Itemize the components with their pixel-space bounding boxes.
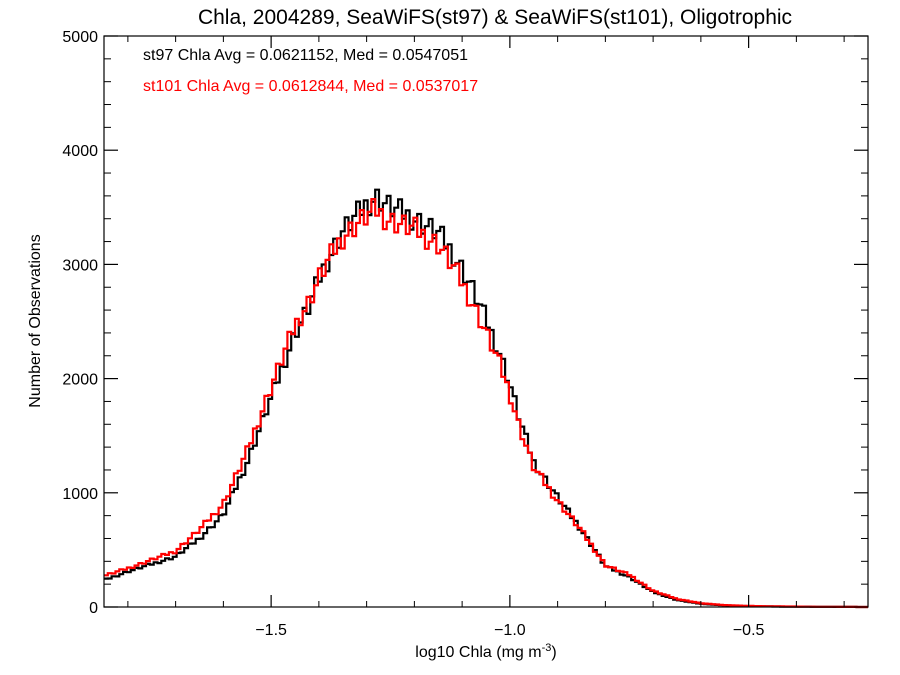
x-axis-label: log10 Chla (mg m-3)	[415, 642, 556, 661]
y-tick-label: 2000	[62, 372, 98, 389]
chart-title: Chla, 2004289, SeaWiFS(st97) & SeaWiFS(s…	[198, 6, 792, 29]
y-tick-label: 4000	[62, 143, 98, 160]
x-tick-label: −1.0	[494, 622, 526, 639]
series-line-st101	[104, 198, 868, 609]
plot-lines	[104, 188, 868, 609]
plot-frame	[103, 35, 869, 608]
y-tick-label: 5000	[62, 29, 98, 46]
legend-st101: st101 Chla Avg = 0.0612844, Med = 0.0537…	[143, 78, 478, 95]
series-line-st97	[104, 188, 868, 609]
axis-ticks: −1.5 −1.0 −0.5 0 1000 2000 3000 4000 5000	[62, 29, 868, 639]
x-tick-label: −1.5	[255, 622, 287, 639]
legend-st97: st97 Chla Avg = 0.0621152, Med = 0.05470…	[143, 47, 468, 64]
y-tick-label: 3000	[62, 257, 98, 274]
y-axis-label: Number of Observations	[27, 234, 44, 407]
y-tick-label: 1000	[62, 486, 98, 503]
x-tick-label: −0.5	[733, 622, 765, 639]
y-tick-label: 0	[89, 600, 98, 617]
